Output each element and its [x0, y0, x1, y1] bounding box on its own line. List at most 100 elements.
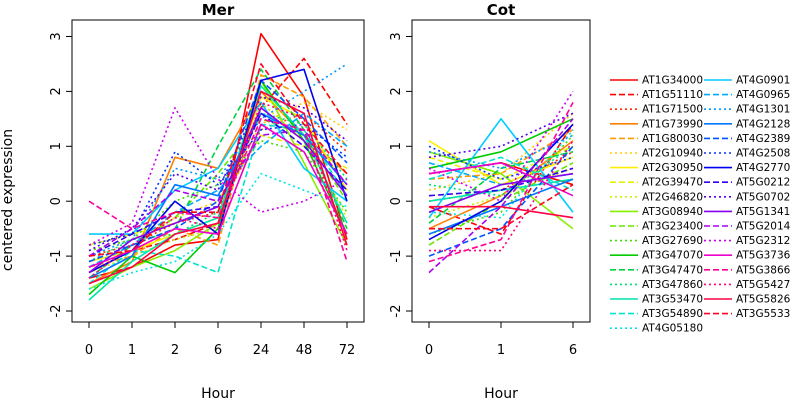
legend-entry: AT3G54890: [610, 308, 703, 320]
series-line-at4g25080: [88, 123, 348, 246]
series-line-at3g54890: [428, 156, 574, 191]
series-line-at2g10940: [88, 101, 348, 252]
series-line-at5g37360: [88, 123, 348, 268]
legend-label: AT4G0965: [736, 89, 790, 101]
legend-label: AT1G34000: [642, 75, 703, 87]
series-line-at1g80030: [88, 74, 348, 268]
series-line-at5g37360: [428, 162, 574, 197]
series-line-at5g58260: [88, 90, 348, 285]
panel-title: Cot: [487, 1, 515, 19]
legend-label: AT1G51110: [642, 89, 703, 101]
series-line-at5g02120: [428, 167, 574, 197]
legend-entry: AT3G23400: [610, 221, 703, 233]
legend-label: AT3G47860: [642, 279, 703, 291]
legend-entry: AT5G0212: [704, 177, 790, 189]
legend-label: AT3G54890: [642, 308, 703, 320]
x-axis-label: Hour: [484, 386, 518, 400]
series-line-at3g08940: [428, 151, 574, 230]
legend-entry: AT4G2508: [704, 148, 790, 160]
legend-label: AT5G5427: [736, 279, 790, 291]
legend-label: AT5G0702: [736, 191, 790, 203]
legend-label: AT5G0212: [736, 177, 790, 189]
panel-title: Mer: [202, 1, 235, 19]
series-line-at5g07020: [88, 96, 348, 252]
y-tick-label: 2: [49, 87, 64, 95]
legend-entry: AT4G2128: [704, 118, 790, 130]
legend-label: AT2G39470: [642, 177, 703, 189]
series-line-at4g23890: [88, 79, 348, 263]
legend-entry: AT1G73990: [610, 118, 703, 130]
legend-entry: AT3G08940: [610, 206, 703, 218]
legend-label: AT5G2014: [736, 221, 791, 233]
series-lines: [88, 32, 348, 301]
legend-entry: AT3G5533: [704, 308, 790, 320]
y-tick-label: 3: [49, 32, 64, 40]
legend-entry: AT4G0901: [704, 75, 790, 87]
series-line-at5g38660: [428, 102, 574, 263]
y-tick-label: 3: [389, 32, 404, 40]
legend-entry: AT5G2014: [704, 221, 791, 233]
series-line-at3g47070: [428, 118, 574, 170]
legend-entry: AT4G0965: [704, 89, 790, 101]
legend-label: AT3G08940: [642, 206, 703, 218]
legend-label: AT5G2312: [736, 235, 790, 247]
series-line-at2g46820: [428, 167, 574, 219]
x-tick-label: 6: [214, 343, 222, 358]
series-line-at5g23120: [428, 90, 574, 202]
x-tick-label: 24: [253, 343, 270, 358]
series-line-at5g07020: [428, 112, 574, 159]
legend-label: AT5G1341: [736, 206, 790, 218]
legend-entry: AT3G47470: [610, 264, 703, 276]
legend-entry: AT5G3736: [704, 250, 791, 262]
legend-entry: AT4G2389: [704, 133, 790, 145]
legend-entry: AT1G34000: [610, 75, 703, 87]
legend-label: AT2G30950: [642, 162, 703, 174]
legend-label: AT1G71500: [642, 104, 703, 116]
legend-entry: AT2G10940: [610, 148, 703, 160]
legend-label: AT3G47470: [642, 264, 703, 276]
series-line-at5g58260: [429, 205, 574, 219]
legend-label: AT4G2770: [736, 162, 790, 174]
legend-entry: AT5G5427: [704, 279, 790, 291]
legend-entry: AT2G39470: [610, 177, 703, 189]
x-tick-label: 2: [171, 343, 179, 358]
series-lines: [428, 90, 574, 274]
legend-entry: AT5G2312: [704, 235, 790, 247]
panel-cot: Cot -2 -1 0 1 2 3 0 1 6 Hour: [389, 1, 591, 400]
legend-label: AT5G3866: [736, 264, 791, 276]
legend-entry: AT4G2770: [704, 162, 790, 174]
legend-label: AT5G5826: [736, 294, 791, 306]
series-line-at4g09010: [428, 118, 574, 219]
legend-entry: AT5G1341: [704, 206, 790, 218]
y-tick-label: 0: [389, 197, 404, 205]
y-tick-label: 2: [389, 87, 404, 95]
series-line-at5g13410: [88, 107, 348, 274]
panel-mer: Mer -2 -1 0 1 2 3 0 1 2 6 24 48 72 Hour: [49, 1, 365, 400]
legend-entry: AT3G53470: [610, 294, 703, 306]
legend-entry: AT1G51110: [610, 89, 703, 101]
x-tick-label: 1: [128, 343, 136, 358]
legend-label: AT3G23400: [642, 221, 703, 233]
legend-label: AT1G80030: [642, 133, 703, 145]
legend-entry: AT2G30950: [610, 162, 703, 174]
legend-entry: AT3G47070: [610, 250, 703, 262]
legend-label: AT3G47070: [642, 250, 703, 262]
legend: AT1G34000 AT1G51110 AT1G71500 AT1G73990 AT1G…: [610, 75, 791, 335]
series-line-at4g13010: [428, 134, 574, 170]
legend-label: AT3G27690: [642, 235, 703, 247]
legend-label: AT4G1301: [736, 104, 790, 116]
series-line-at2g39470: [88, 134, 348, 246]
legend-entry: AT4G05180: [610, 323, 703, 335]
y-tick-label: 0: [49, 197, 64, 205]
legend-label: AT2G10940: [642, 148, 703, 160]
legend-label: AT4G2389: [736, 133, 790, 145]
legend-label: AT4G05180: [642, 323, 703, 335]
x-tick-label: 0: [85, 343, 93, 358]
legend-label: AT3G5533: [736, 308, 790, 320]
legend-entry: AT2G46820: [610, 191, 703, 203]
chart-panels: Mer -2 -1 0 1 2 3 0 1 2 6 24 48 72 Hour Cot -2 -1 0 1 2 3 0 1 6 H…: [49, 1, 591, 400]
x-tick-label: 72: [339, 343, 356, 358]
legend-entry: AT5G5826: [704, 294, 791, 306]
y-tick-label: 1: [49, 142, 64, 150]
